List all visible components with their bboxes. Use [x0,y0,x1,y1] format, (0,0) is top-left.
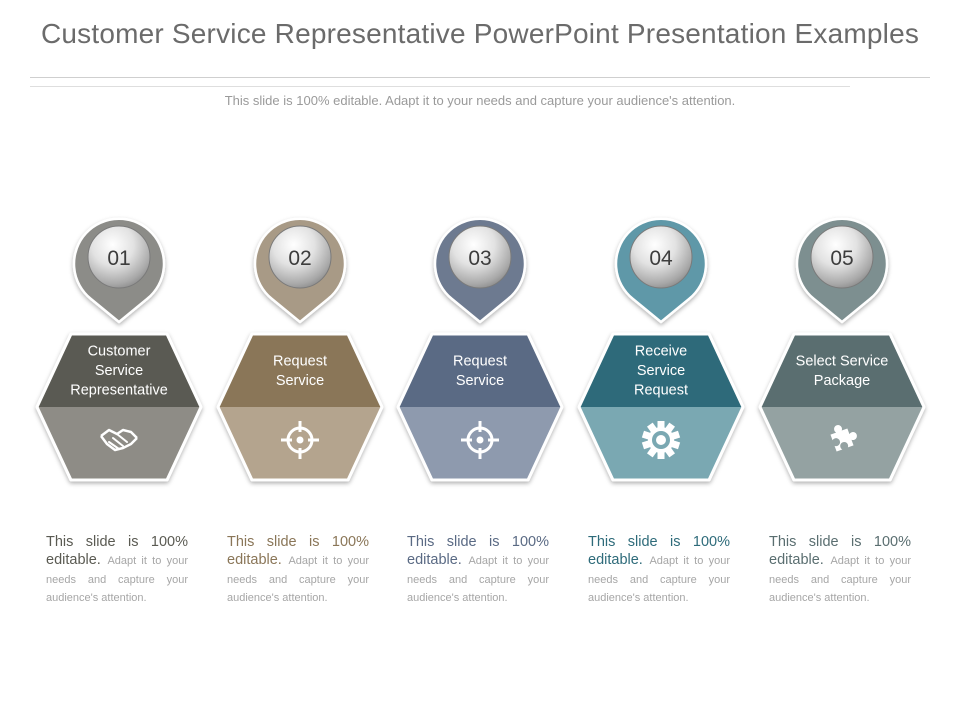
page-title: Customer Service Representative PowerPoi… [40,18,920,49]
step-number: 04 [649,247,673,270]
step-label-line: Request [453,353,507,369]
step-description: This slide is 100% editable. Adapt it to… [407,533,549,607]
step-description-main: This slide is 100% editable. [588,534,730,569]
step-label-line: Service [276,373,324,389]
step-number: 05 [830,247,853,270]
step-number-pin: 03 [433,217,527,324]
step-hexagon [216,332,384,482]
step-label-line: Request [634,383,688,399]
step-description-rest: Adapt it to your needs and capture your … [227,555,369,605]
step-label-line: Receive [635,344,687,360]
title-divider-secondary [30,86,850,87]
step-4: 04 Receive Service Request [577,217,745,482]
step-number-pin: 05 [795,217,889,324]
step-description: This slide is 100% editable. Adapt it to… [588,533,730,607]
step-hexagon [758,332,926,482]
step-number: 03 [468,247,491,270]
step-description-rest: Adapt it to your needs and capture your … [588,555,730,605]
step-number-pin: 02 [253,217,347,324]
step-label-line: Customer [88,344,151,360]
puzzle-icon [830,425,857,452]
gear-icon [641,421,681,459]
step-number-pin: 04 [614,217,708,324]
step-description-rest: Adapt it to your needs and capture your … [407,555,549,605]
step-label-line: Service [637,363,685,379]
step-2: 02 Request Service [216,217,384,482]
page-subtitle: This slide is 100% editable. Adapt it to… [224,93,736,108]
step-label-line: Service [456,373,504,389]
step-description: This slide is 100% editable. Adapt it to… [46,533,188,607]
step-1: 01 Customer Service Representative [35,217,203,482]
step-description-main: This slide is 100% editable. [227,534,369,569]
step-description: This slide is 100% editable. Adapt it to… [769,533,911,607]
step-description-main: This slide is 100% editable. [407,534,549,569]
step-description-main: This slide is 100% editable. [769,534,911,569]
step-description: This slide is 100% editable. Adapt it to… [227,533,369,607]
step-5: 05 Select Service Package [758,217,926,482]
title-divider [30,77,930,78]
step-number-pin: 01 [72,217,166,324]
step-label-line: Package [814,373,870,389]
step-description-rest: Adapt it to your needs and capture your … [769,555,911,605]
step-number: 01 [107,247,130,270]
step-3: 03 Request Service [396,217,564,482]
step-number: 02 [288,247,311,270]
step-description-main: This slide is 100% editable. [46,534,188,569]
step-label-line: Request [273,353,327,369]
handshake-icon [100,428,138,452]
target-icon [461,421,499,459]
step-label-line: Service [95,363,143,379]
step-description-rest: Adapt it to your needs and capture your … [46,555,188,605]
step-label-line: Representative [70,383,168,399]
target-icon [281,421,319,459]
step-label-line: Select Service [796,353,889,369]
